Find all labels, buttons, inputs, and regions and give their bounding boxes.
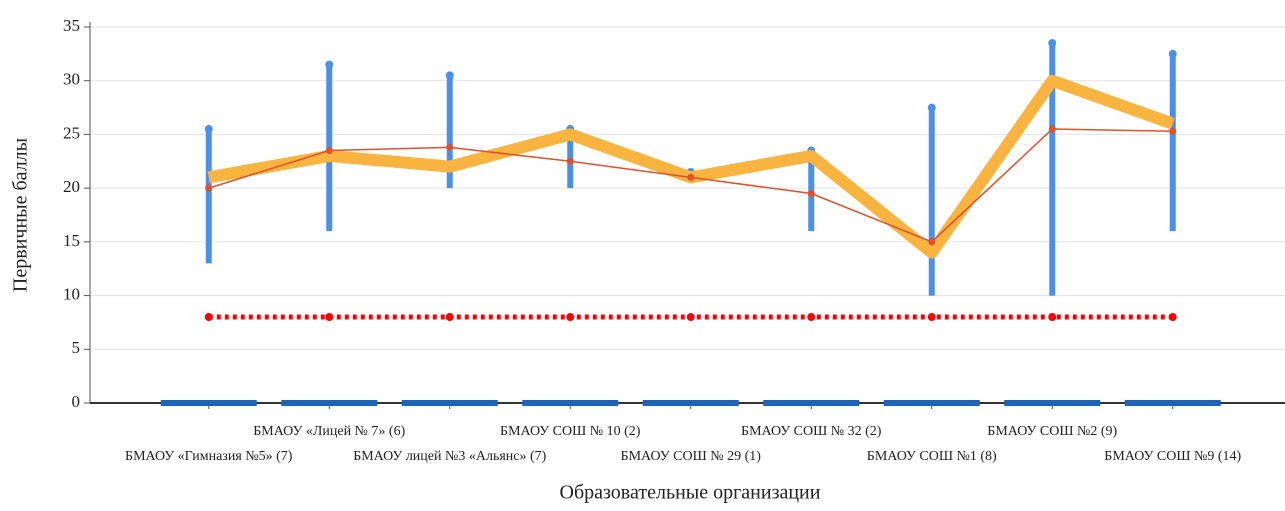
y-tick-label: 10 bbox=[63, 284, 80, 303]
range-max-dot bbox=[204, 125, 213, 134]
y-tick-label: 0 bbox=[72, 392, 81, 411]
range-max-dot bbox=[1048, 39, 1057, 48]
thin-point bbox=[446, 143, 454, 151]
range-max-dot bbox=[445, 71, 454, 80]
dotted-point bbox=[686, 313, 695, 322]
dotted-point bbox=[927, 313, 936, 322]
y-tick-label: 20 bbox=[63, 177, 80, 196]
y-tick-label: 25 bbox=[63, 123, 80, 142]
x-tick-label: БМАОУ СОШ № 29 (1) bbox=[621, 449, 762, 464]
dotted-point bbox=[566, 313, 575, 322]
y-tick-label: 5 bbox=[72, 338, 81, 357]
thick-line bbox=[207, 74, 1175, 259]
x-tick-label: БМАОУ «Гимназия №5» (7) bbox=[125, 449, 293, 464]
dotted-point bbox=[325, 313, 334, 322]
thin-point bbox=[205, 184, 213, 192]
y-tick-label: 30 bbox=[63, 70, 80, 89]
dotted-point bbox=[204, 313, 213, 322]
y-axis-label: Первичные баллы bbox=[10, 138, 32, 292]
dotted-point bbox=[1048, 313, 1057, 322]
x-tick-label: БМАОУ СОШ №1 (8) bbox=[867, 449, 997, 464]
thin-point bbox=[566, 157, 574, 165]
x-tick-label: БМАОУ СОШ №2 (9) bbox=[987, 424, 1117, 439]
thin-point bbox=[928, 238, 936, 246]
thin-point bbox=[325, 147, 333, 155]
y-tick-label: 35 bbox=[63, 16, 80, 35]
dotted-point bbox=[445, 313, 454, 322]
x-tick-label: БМАОУ СОШ № 10 (2) bbox=[500, 424, 641, 439]
x-tick-label: БМАОУ «Лицей № 7» (6) bbox=[253, 424, 405, 439]
x-tick-label: БМАОУ СОШ №9 (14) bbox=[1104, 449, 1241, 464]
dotted-point bbox=[807, 313, 816, 322]
range-max-dot bbox=[1168, 49, 1177, 58]
dotted-point bbox=[1168, 313, 1177, 322]
range-max-dot bbox=[325, 60, 334, 69]
thin-line bbox=[208, 128, 1173, 243]
thin-point bbox=[1048, 125, 1056, 133]
thin-point bbox=[807, 190, 815, 198]
x-tick-label: БМАОУ СОШ № 32 (2) bbox=[741, 424, 882, 439]
range-max-dot bbox=[927, 103, 936, 112]
thin-point bbox=[1169, 127, 1177, 135]
y-tick-label: 15 bbox=[63, 231, 80, 250]
x-axis-label: Образовательные организации bbox=[560, 482, 821, 504]
x-tick-label: БМАОУ лицей №3 «Альянс» (7) bbox=[353, 449, 546, 464]
thin-point bbox=[687, 173, 695, 181]
